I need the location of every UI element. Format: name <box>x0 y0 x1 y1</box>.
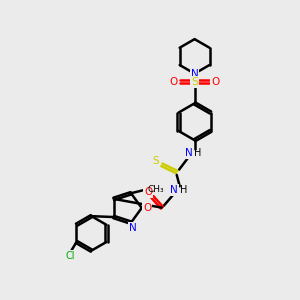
Text: O: O <box>144 187 152 197</box>
Text: S: S <box>191 76 198 87</box>
Text: O: O <box>143 203 151 213</box>
Text: H: H <box>194 148 202 158</box>
Text: N: N <box>191 69 199 79</box>
Text: O: O <box>170 76 178 87</box>
Text: H: H <box>180 185 187 195</box>
Text: CH₃: CH₃ <box>148 185 165 194</box>
Text: N: N <box>170 185 178 195</box>
Text: Cl: Cl <box>65 251 75 261</box>
Text: O: O <box>211 76 220 87</box>
Text: N: N <box>185 148 193 158</box>
Text: N: N <box>129 223 136 233</box>
Text: S: S <box>153 156 159 166</box>
